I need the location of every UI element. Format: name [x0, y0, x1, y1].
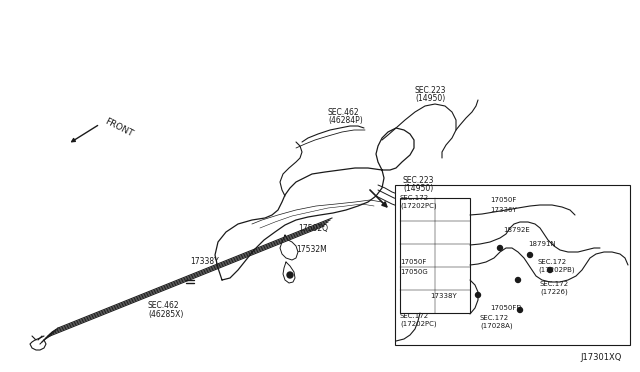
Text: 18791N: 18791N — [528, 241, 556, 247]
Text: SEC.172: SEC.172 — [540, 281, 569, 287]
Text: SEC.172: SEC.172 — [538, 259, 567, 265]
Bar — [395, 185, 630, 345]
Text: 17338Y: 17338Y — [430, 293, 457, 299]
Text: SEC.462: SEC.462 — [328, 108, 360, 116]
Text: 17336Y: 17336Y — [490, 207, 516, 213]
Text: SEC.223: SEC.223 — [403, 176, 435, 185]
Text: (17202PC): (17202PC) — [400, 203, 436, 209]
Text: 17050FD: 17050FD — [490, 305, 522, 311]
Text: 17050F: 17050F — [490, 197, 516, 203]
Text: (17202PB): (17202PB) — [538, 267, 575, 273]
Text: (17226): (17226) — [540, 289, 568, 295]
Text: SEC.172: SEC.172 — [400, 195, 429, 201]
Circle shape — [518, 308, 522, 312]
Text: FRONT: FRONT — [103, 117, 134, 139]
Bar — [400, 198, 470, 313]
Text: 17050G: 17050G — [400, 269, 428, 275]
Text: (17202PC): (17202PC) — [400, 321, 436, 327]
Circle shape — [547, 267, 552, 273]
Circle shape — [476, 292, 481, 298]
Text: SEC.172: SEC.172 — [480, 315, 509, 321]
Circle shape — [515, 278, 520, 282]
Circle shape — [287, 272, 293, 278]
Text: 17338Y: 17338Y — [190, 257, 219, 266]
Text: J17301XQ: J17301XQ — [580, 353, 622, 362]
Text: (14950): (14950) — [403, 183, 433, 192]
Text: 18792E: 18792E — [503, 227, 530, 233]
Text: 17532M: 17532M — [296, 246, 327, 254]
Text: (46284P): (46284P) — [328, 115, 363, 125]
Text: SEC.172: SEC.172 — [400, 313, 429, 319]
Circle shape — [527, 253, 532, 257]
Text: 17050F: 17050F — [400, 259, 426, 265]
Text: (14950): (14950) — [415, 93, 445, 103]
Text: (46285X): (46285X) — [148, 310, 184, 318]
Text: SEC.462: SEC.462 — [148, 301, 180, 311]
Text: SEC.223: SEC.223 — [415, 86, 447, 94]
Text: 17502Q: 17502Q — [298, 224, 328, 232]
Text: (17028A): (17028A) — [480, 323, 513, 329]
Circle shape — [497, 246, 502, 250]
